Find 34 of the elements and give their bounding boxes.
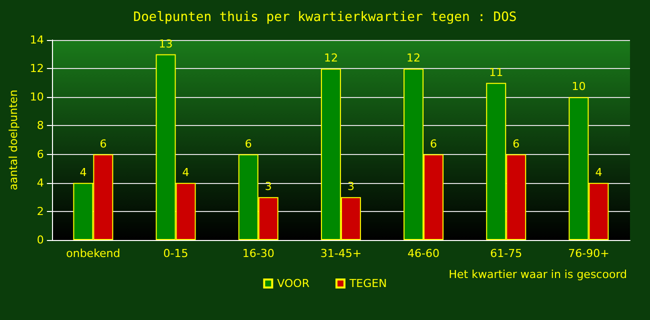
y-tick-label: 10 <box>30 90 44 104</box>
data-label: 4 <box>80 166 87 179</box>
x-axis-title: Het kwartier waar in is gescoord <box>448 268 628 281</box>
x-tick-label: 76-90+ <box>568 247 610 260</box>
data-label: 6 <box>100 137 107 150</box>
y-tick-label: 0 <box>36 234 44 246</box>
data-label: 12 <box>324 52 338 65</box>
y-tick-label: 6 <box>36 148 44 161</box>
data-label: 3 <box>264 180 272 194</box>
data-label: 6 <box>512 137 520 150</box>
data-label: 3 <box>347 180 354 194</box>
x-tick-label: 16-30 <box>242 247 274 260</box>
y-tick-label: 12 <box>30 62 44 76</box>
y-tick-label: 2 <box>36 204 44 218</box>
y-axis-title: aantal doelpunten <box>7 90 20 190</box>
data-label: 6 <box>244 137 252 150</box>
y-tick-label: 8 <box>36 119 44 132</box>
data-label: 13 <box>158 37 173 50</box>
data-label: 4 <box>182 166 190 179</box>
x-tick-label: 46-60 <box>408 247 440 260</box>
x-tick-label: onbekend <box>66 247 120 260</box>
data-label: 10 <box>572 80 586 94</box>
data-label: 6 <box>430 137 438 150</box>
chart-title: Doelpunten thuis per kwartierkwartier tegen : DOS <box>133 10 517 25</box>
y-tick-label: 14 <box>30 34 44 46</box>
data-label: 12 <box>406 52 421 65</box>
x-tick-label: 0-15 <box>163 247 188 260</box>
x-tick-label: 31-45+ <box>320 247 362 260</box>
data-label: 4 <box>595 166 602 179</box>
x-tick-label: 61-75 <box>490 247 522 260</box>
legend-label: VOOR <box>277 277 310 290</box>
y-tick-label: 4 <box>36 176 44 190</box>
data-label: 11 <box>489 66 504 79</box>
legend-label: TEGEN <box>348 277 387 290</box>
